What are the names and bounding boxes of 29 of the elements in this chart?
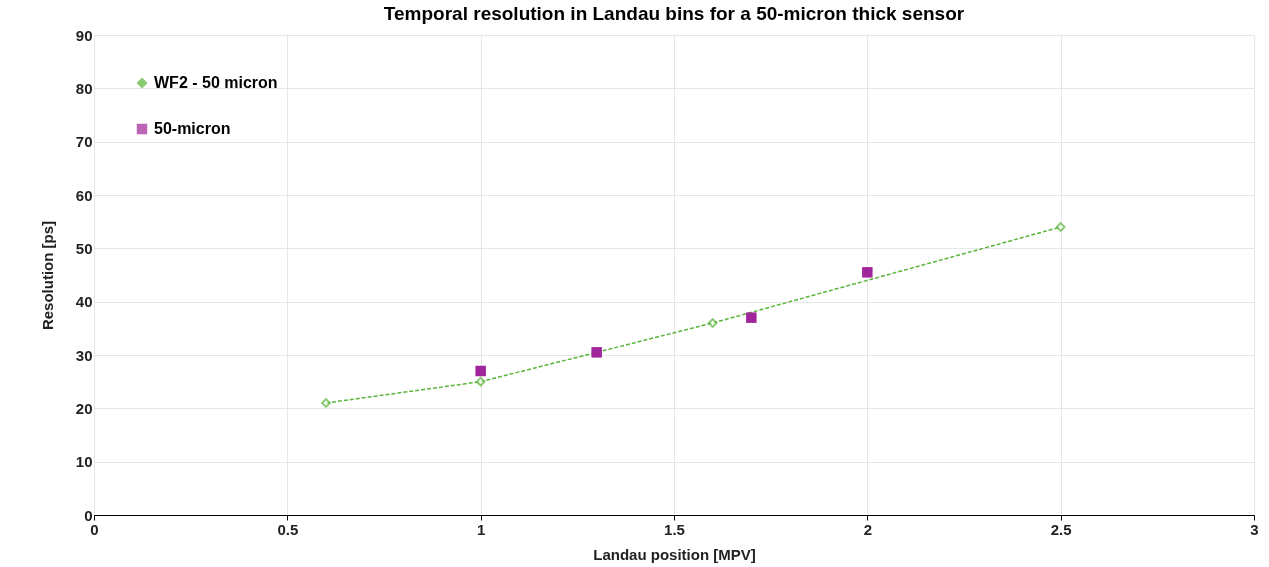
legend-label: 50-micron xyxy=(154,120,231,137)
y-tick-label: 40 xyxy=(75,293,93,311)
x-tick-label: 2 xyxy=(863,520,873,538)
y-tick-label: 30 xyxy=(75,346,93,364)
point xyxy=(746,312,757,323)
y-tick-label: 60 xyxy=(75,186,93,204)
x-tick-label: 0.5 xyxy=(277,520,299,538)
x-axis-title: Landau position [MPV] xyxy=(593,545,756,563)
y-tick-label: 50 xyxy=(75,239,93,257)
point xyxy=(591,347,602,358)
point xyxy=(1055,222,1066,232)
point xyxy=(475,376,486,387)
x-tick-label: 2.5 xyxy=(1050,520,1072,538)
point xyxy=(707,318,718,328)
y-tick-label: 10 xyxy=(75,453,93,471)
legend-label: WF2 - 50 micron xyxy=(154,74,278,91)
x-tick-label: 1.5 xyxy=(664,520,685,538)
y-tick-label: 80 xyxy=(75,79,93,97)
x-tick-label: 3 xyxy=(1250,520,1259,538)
point xyxy=(862,267,873,278)
y-tick-label: 90 xyxy=(75,26,93,44)
y-tick-label: 70 xyxy=(75,133,93,151)
y-tick-label: 0 xyxy=(84,506,93,524)
x-tick-label: 1 xyxy=(476,520,486,538)
point xyxy=(475,365,486,377)
y-axis-title: Resolution [ps] xyxy=(38,220,56,331)
point xyxy=(321,398,331,408)
chart-title: Temporal resolution in Landau bins for a 50-micron thick sensor xyxy=(383,3,965,24)
y-tick-label: 20 xyxy=(75,399,93,417)
